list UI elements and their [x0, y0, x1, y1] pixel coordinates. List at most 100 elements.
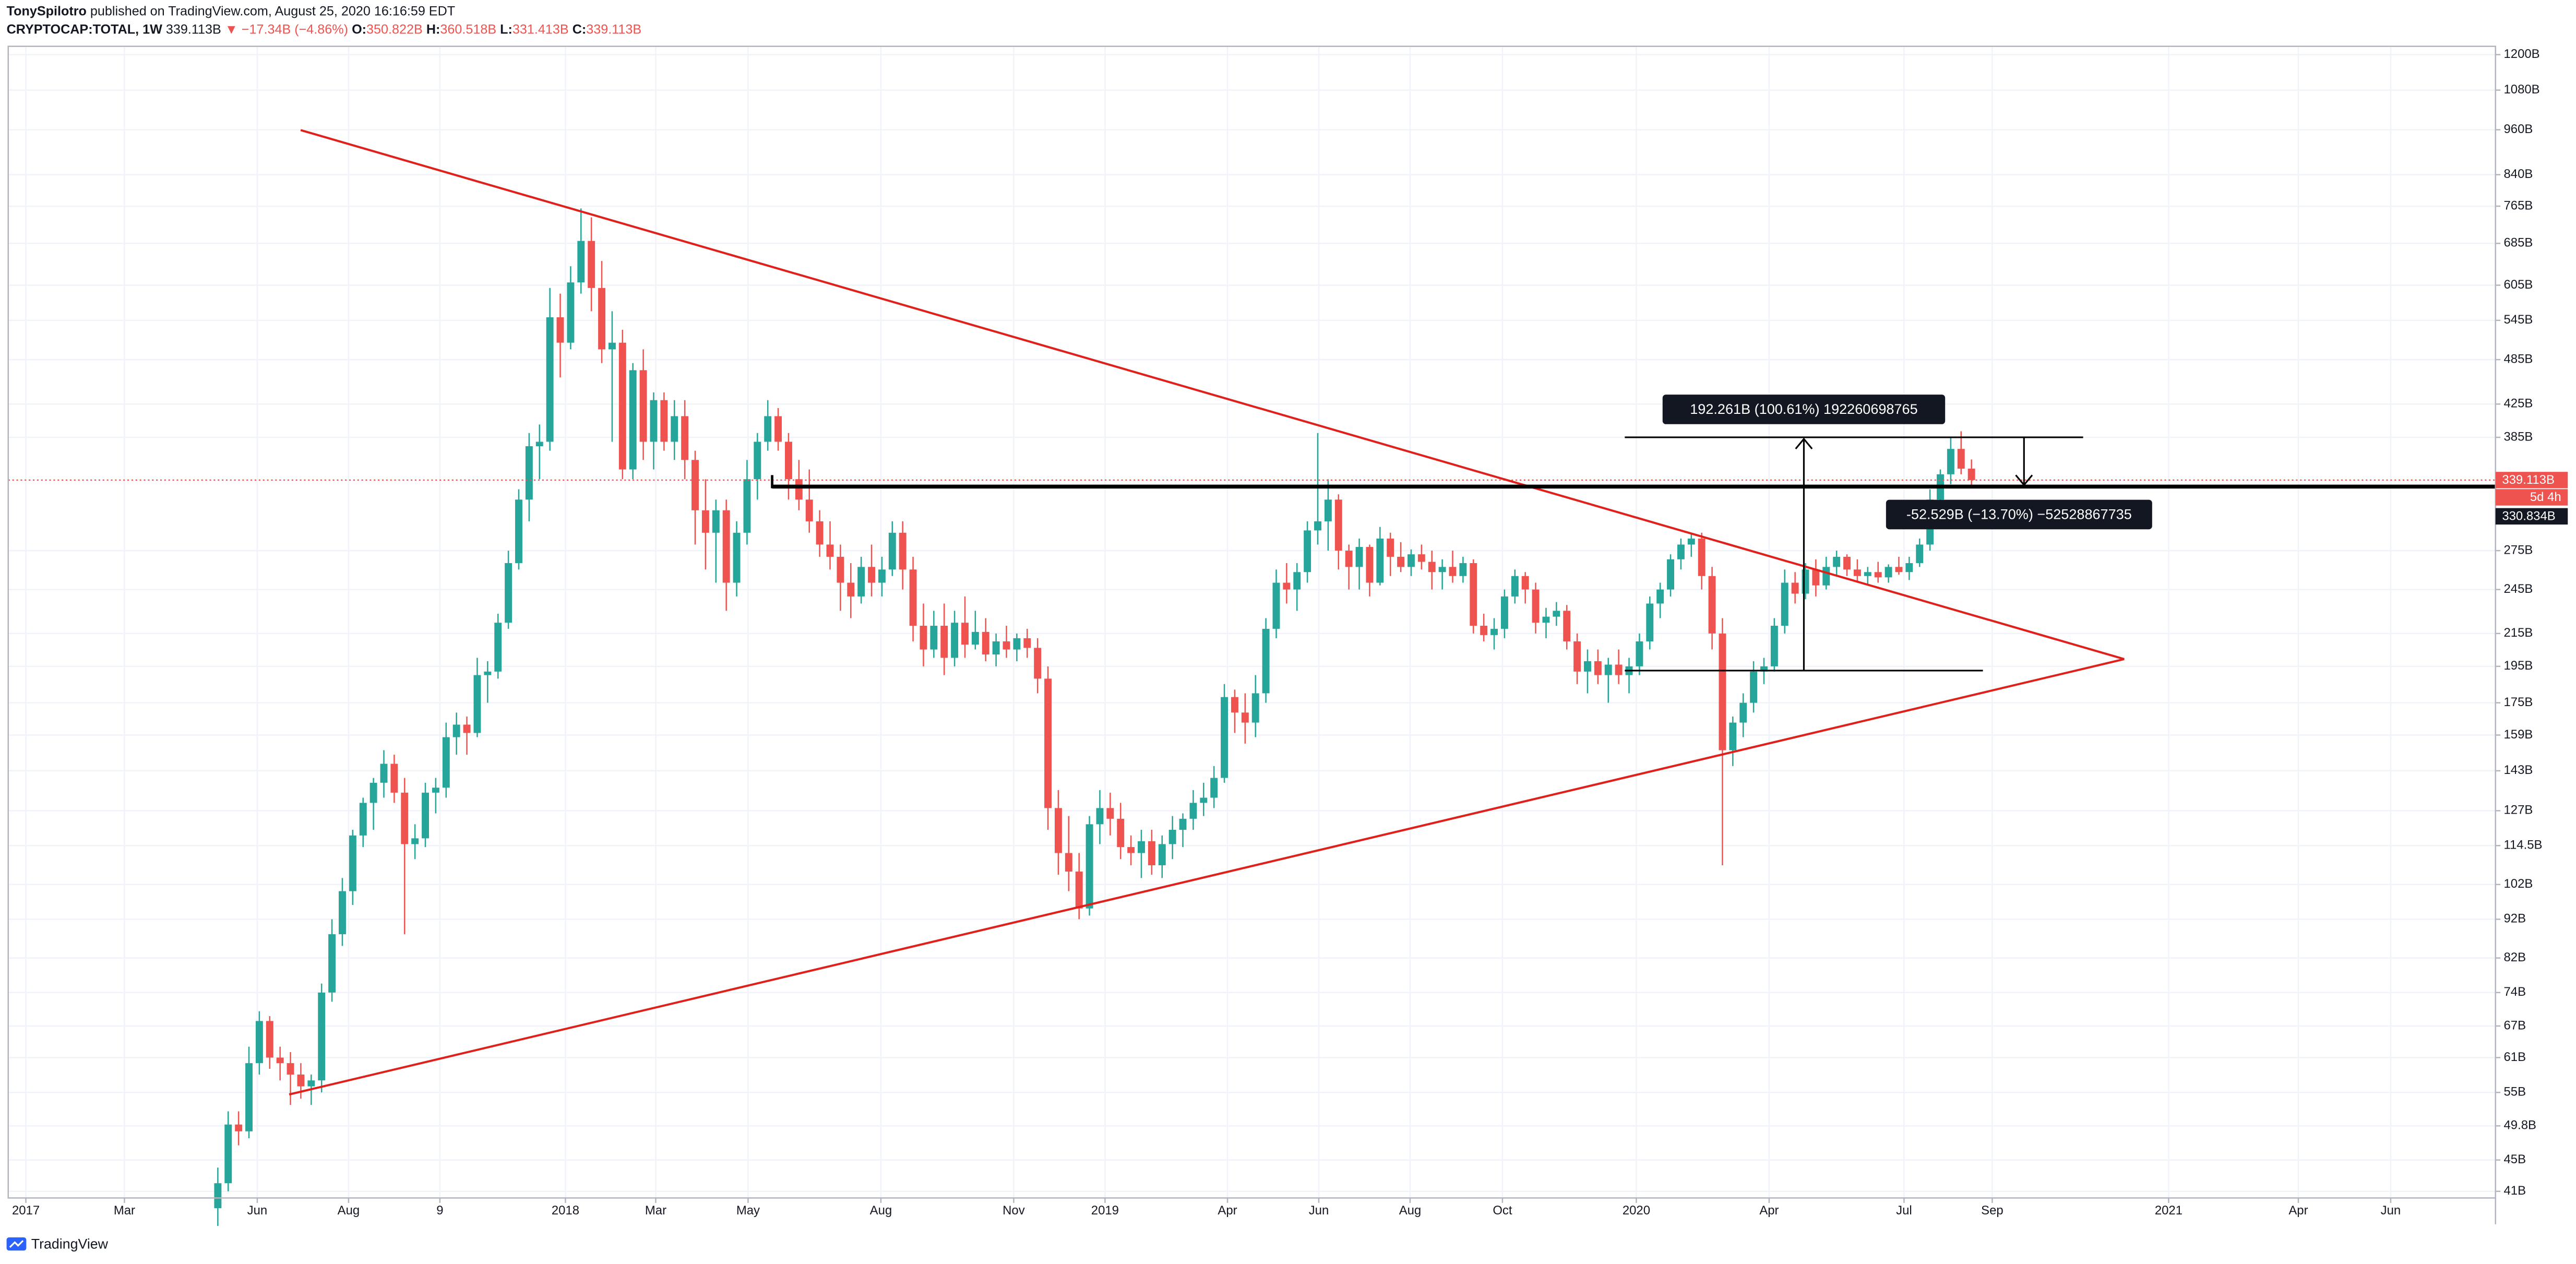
- published: published on TradingView.com, August 25,…: [90, 4, 455, 18]
- candle-body: [266, 1021, 273, 1058]
- x-tick-label: May: [736, 1203, 760, 1218]
- candle-body: [1334, 499, 1342, 551]
- candle-body: [546, 317, 554, 442]
- candle-body: [390, 764, 398, 793]
- y-tick-label: 765B: [2503, 198, 2533, 212]
- x-tick-label: 2019: [1091, 1203, 1119, 1218]
- x-tick-label: 2021: [2155, 1203, 2183, 1218]
- candle-body: [837, 556, 844, 583]
- x-tick-label: 2020: [1623, 1203, 1650, 1218]
- y-tick-label: 102B: [2503, 877, 2533, 891]
- candle-body: [484, 671, 492, 675]
- candle-body: [1781, 582, 1788, 626]
- y-tick-label: 127B: [2503, 803, 2533, 817]
- x-tick-label: Jun: [2381, 1203, 2401, 1218]
- candle-body: [1822, 567, 1830, 586]
- y-tick-label: 49.8B: [2503, 1118, 2536, 1132]
- y-tick-label: 92B: [2503, 912, 2526, 926]
- candle-body: [1687, 539, 1695, 545]
- candle-body: [1812, 569, 1820, 586]
- candle-body: [722, 510, 730, 583]
- candle-body: [577, 241, 585, 283]
- symbol-line: CRYPTOCAP:TOTAL, 1W 339.113B ▼ −17.34B (…: [7, 22, 642, 37]
- candle-body: [588, 241, 595, 288]
- x-tick-label: Jun: [247, 1203, 268, 1218]
- x-tick-label: Apr: [2288, 1203, 2308, 1218]
- y-tick-label: 545B: [2503, 313, 2533, 327]
- candle-body: [1500, 596, 1508, 629]
- candle-body: [1604, 664, 1612, 675]
- countdown-label: 5d 4h: [2530, 490, 2561, 504]
- candle-body: [1490, 628, 1498, 635]
- x-tick-label: Mar: [114, 1203, 135, 1218]
- candle-body: [525, 446, 533, 500]
- candle-body: [1127, 847, 1135, 853]
- y-tick-label: 1080B: [2503, 82, 2539, 97]
- trendline: [289, 658, 2125, 1096]
- candle-body: [1833, 556, 1841, 567]
- trendline: [300, 129, 2125, 660]
- candle-body: [235, 1124, 243, 1131]
- candle-body: [629, 370, 637, 470]
- candle-body: [1283, 582, 1291, 590]
- y-tick-label: 55B: [2503, 1085, 2526, 1099]
- x-tick-label: 2017: [12, 1203, 40, 1218]
- candle-body: [1853, 569, 1861, 576]
- y-tick-label: 605B: [2503, 278, 2533, 292]
- candle-body: [1407, 554, 1415, 567]
- candle-body: [1221, 697, 1229, 778]
- x-tick-label: Aug: [870, 1203, 892, 1218]
- candle-body: [567, 282, 575, 343]
- symbol: CRYPTOCAP:TOTAL, 1W: [7, 22, 163, 37]
- candle-body: [1366, 547, 1374, 583]
- arrow-head: [2015, 474, 2033, 486]
- candle-body: [1760, 666, 1768, 672]
- candle-body: [1636, 641, 1643, 666]
- candle-body: [1293, 572, 1301, 590]
- candle-body: [442, 737, 450, 788]
- x-tick-label: Mar: [645, 1203, 666, 1218]
- candle-body: [1168, 830, 1176, 844]
- candle-body: [1553, 611, 1560, 617]
- candle-body: [660, 400, 668, 442]
- candle-body: [681, 416, 689, 460]
- candles: [8, 208, 2496, 1226]
- candle-body: [1677, 544, 1685, 559]
- y-tick-label: 215B: [2503, 626, 2533, 640]
- x-tick-label: 9: [436, 1203, 443, 1218]
- candle-body: [608, 342, 616, 350]
- candle-body: [639, 370, 647, 442]
- measure-box: [1662, 395, 1946, 424]
- y-tick-label: 175B: [2503, 695, 2533, 709]
- candle-body: [1584, 661, 1591, 672]
- candle-body: [826, 544, 834, 557]
- candle-body: [411, 838, 419, 844]
- candle-body: [1417, 554, 1425, 562]
- l-value: 331.413B: [512, 22, 569, 37]
- last-price-label: 339.113B: [2502, 473, 2555, 487]
- candle-body: [255, 1021, 263, 1064]
- o-value: 350.822B: [366, 22, 423, 37]
- candle-body: [1957, 449, 1965, 469]
- candle-body: [287, 1063, 294, 1075]
- x-tick-label: Jul: [1896, 1203, 1912, 1218]
- candle-body: [878, 569, 886, 583]
- candle-body: [1895, 567, 1903, 573]
- candle-body: [1034, 648, 1042, 679]
- candle-body: [899, 532, 907, 570]
- candle-body: [1698, 539, 1706, 576]
- y-tick-label: 485B: [2503, 352, 2533, 366]
- candle-body: [992, 641, 1000, 655]
- candle-body: [369, 782, 377, 803]
- candle-body: [1905, 563, 1913, 573]
- candle-body: [1594, 661, 1602, 675]
- candle-body: [1542, 616, 1550, 623]
- x-tick-label: Nov: [1003, 1203, 1025, 1218]
- measure-label: -52.529B (−13.70%) −52528867735: [1906, 506, 2132, 522]
- candle-body: [307, 1080, 315, 1087]
- author: TonySpilotro: [7, 4, 87, 18]
- candle-body: [1459, 563, 1467, 576]
- candle-body: [1003, 641, 1010, 650]
